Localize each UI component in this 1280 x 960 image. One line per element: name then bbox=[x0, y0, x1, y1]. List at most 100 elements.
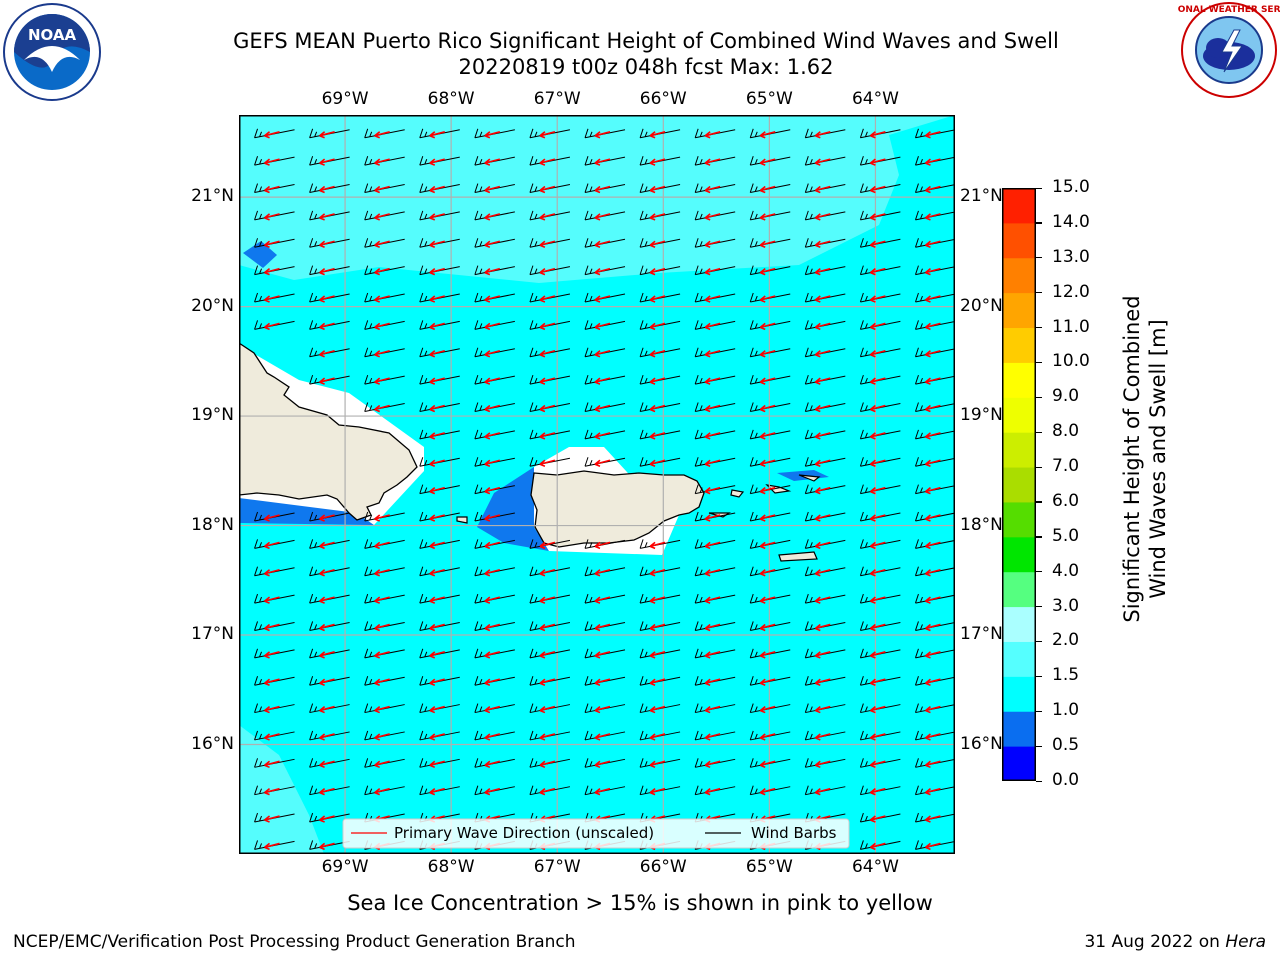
lon-tick-top: 67°W bbox=[533, 89, 581, 109]
wave-direction-arrow bbox=[869, 596, 886, 604]
wave-direction-arrow bbox=[539, 596, 556, 604]
wave-direction-arrow bbox=[484, 158, 501, 166]
wave-direction-arrow bbox=[869, 815, 886, 823]
colorbar-tick-mark bbox=[1036, 501, 1042, 503]
wave-direction-arrow bbox=[649, 158, 666, 166]
wave-direction-arrow bbox=[704, 213, 721, 221]
wave-direction-arrow bbox=[814, 295, 831, 303]
land-st-thomas bbox=[765, 484, 792, 494]
wave-direction-arrow bbox=[814, 486, 831, 495]
wave-direction-arrow bbox=[649, 349, 666, 358]
wave-direction-arrow bbox=[759, 568, 776, 577]
wave-direction-arrow bbox=[924, 185, 941, 194]
wave-direction-arrow bbox=[319, 295, 335, 303]
wave-direction-arrow bbox=[869, 459, 886, 467]
wave-direction-arrow bbox=[429, 240, 445, 249]
colorbar-tick-mark bbox=[1036, 327, 1042, 329]
wave-direction-arrow bbox=[924, 541, 941, 550]
wave-direction-arrow bbox=[484, 486, 501, 495]
legend-primary-wave-label: Primary Wave Direction (unscaled) bbox=[394, 824, 654, 842]
colorbar bbox=[1002, 188, 1036, 781]
wave-direction-arrow bbox=[649, 787, 666, 796]
colorbar-tick-mark bbox=[1036, 745, 1042, 747]
wave-direction-arrow bbox=[594, 158, 611, 166]
wave-direction-arrow bbox=[704, 514, 721, 522]
colorbar-cell bbox=[1002, 222, 1036, 259]
lon-tick-top: 69°W bbox=[321, 89, 369, 109]
wave-direction-arrow bbox=[539, 623, 556, 632]
wave-direction-arrow bbox=[539, 705, 556, 714]
wave-direction-arrow bbox=[429, 131, 445, 139]
wave-direction-arrow bbox=[484, 185, 501, 194]
wave-direction-arrow bbox=[594, 678, 611, 686]
nws-logo-text: NATIONAL WEATHER SERVICE bbox=[1178, 5, 1280, 15]
wave-direction-arrow bbox=[924, 815, 941, 823]
colorbar-tick-mark bbox=[1036, 675, 1042, 678]
colorbar-tick-label: 11.0 bbox=[1052, 316, 1090, 337]
wave-direction-arrow bbox=[374, 596, 390, 604]
wave-direction-arrow bbox=[374, 158, 390, 166]
wave-direction-arrow bbox=[759, 131, 776, 139]
wave-direction-arrow bbox=[814, 787, 831, 796]
wave-direction-arrow bbox=[484, 377, 501, 385]
wave-direction-arrow bbox=[264, 213, 280, 221]
lon-tick-top: 68°W bbox=[427, 89, 475, 109]
wave-direction-arrow bbox=[594, 705, 611, 714]
wave-direction-arrow bbox=[924, 459, 941, 467]
wave-direction-arrow bbox=[319, 185, 335, 194]
wave-direction-arrow bbox=[594, 541, 611, 550]
wave-direction-arrow bbox=[759, 541, 776, 550]
wave-direction-arrow bbox=[924, 322, 941, 331]
wave-direction-arrow bbox=[704, 623, 721, 632]
wave-direction-arrow bbox=[649, 541, 666, 550]
wave-direction-arrow bbox=[869, 678, 886, 686]
wave-direction-arrow bbox=[759, 185, 776, 194]
wave-direction-arrow bbox=[429, 678, 445, 686]
colorbar-tick-mark bbox=[1036, 292, 1042, 294]
wave-direction-arrow bbox=[649, 377, 666, 385]
wave-direction-arrow bbox=[869, 651, 886, 659]
colorbar-cell bbox=[1002, 676, 1036, 712]
chart-subtitle: 20220819 t00z 048h fcst Max: 1.62 bbox=[458, 55, 834, 79]
wave-direction-arrow bbox=[704, 432, 721, 440]
footer-date: 31 Aug 2022 on Hera bbox=[1084, 932, 1266, 952]
wave-direction-arrow bbox=[759, 322, 776, 331]
lon-tick-bottom: 67°W bbox=[533, 857, 581, 877]
wave-direction-arrow bbox=[649, 322, 666, 331]
wave-direction-arrow bbox=[869, 377, 886, 385]
wave-direction-arrow bbox=[869, 760, 886, 769]
wave-direction-arrow bbox=[319, 158, 335, 166]
colorbar-tick-mark bbox=[1036, 780, 1042, 782]
wave-direction-arrow bbox=[869, 404, 886, 413]
wave-direction-arrow bbox=[704, 240, 721, 249]
wave-direction-arrow bbox=[924, 596, 941, 604]
colorbar-tick-label: 7.0 bbox=[1052, 456, 1080, 477]
wave-direction-arrow bbox=[924, 486, 941, 495]
wave-direction-arrow bbox=[429, 158, 445, 166]
lat-tick-right: 16°N bbox=[960, 733, 1003, 754]
lon-tick-top: 64°W bbox=[851, 89, 899, 109]
lat-tick-left: 17°N bbox=[191, 624, 234, 645]
colorbar-tick-label: 5.0 bbox=[1052, 525, 1080, 546]
colorbar-tick-label: 1.5 bbox=[1052, 665, 1080, 686]
land-puerto-rico bbox=[530, 470, 705, 548]
wave-direction-arrow bbox=[924, 131, 941, 139]
wave-direction-arrow bbox=[924, 213, 941, 221]
wave-direction-arrow bbox=[869, 486, 886, 495]
wave-direction-arrow bbox=[429, 651, 445, 659]
wave-direction-arrow bbox=[594, 760, 611, 769]
wave-direction-arrow bbox=[704, 651, 721, 659]
wave-direction-arrow bbox=[484, 678, 501, 686]
wave-direction-arrow bbox=[264, 733, 280, 741]
wave-direction-arrow bbox=[704, 733, 721, 741]
wave-direction-arrow bbox=[924, 404, 941, 413]
lon-tick-bottom: 65°W bbox=[745, 857, 793, 877]
wave-direction-arrow bbox=[704, 459, 721, 467]
wave-direction-arrow bbox=[374, 349, 390, 358]
wave-direction-arrow bbox=[374, 651, 390, 659]
wave-direction-arrow bbox=[869, 432, 886, 440]
wave-direction-arrow bbox=[649, 295, 666, 303]
wave-direction-arrow bbox=[759, 705, 776, 714]
wave-direction-arrow bbox=[264, 596, 280, 604]
wave-direction-arrow bbox=[539, 541, 556, 550]
